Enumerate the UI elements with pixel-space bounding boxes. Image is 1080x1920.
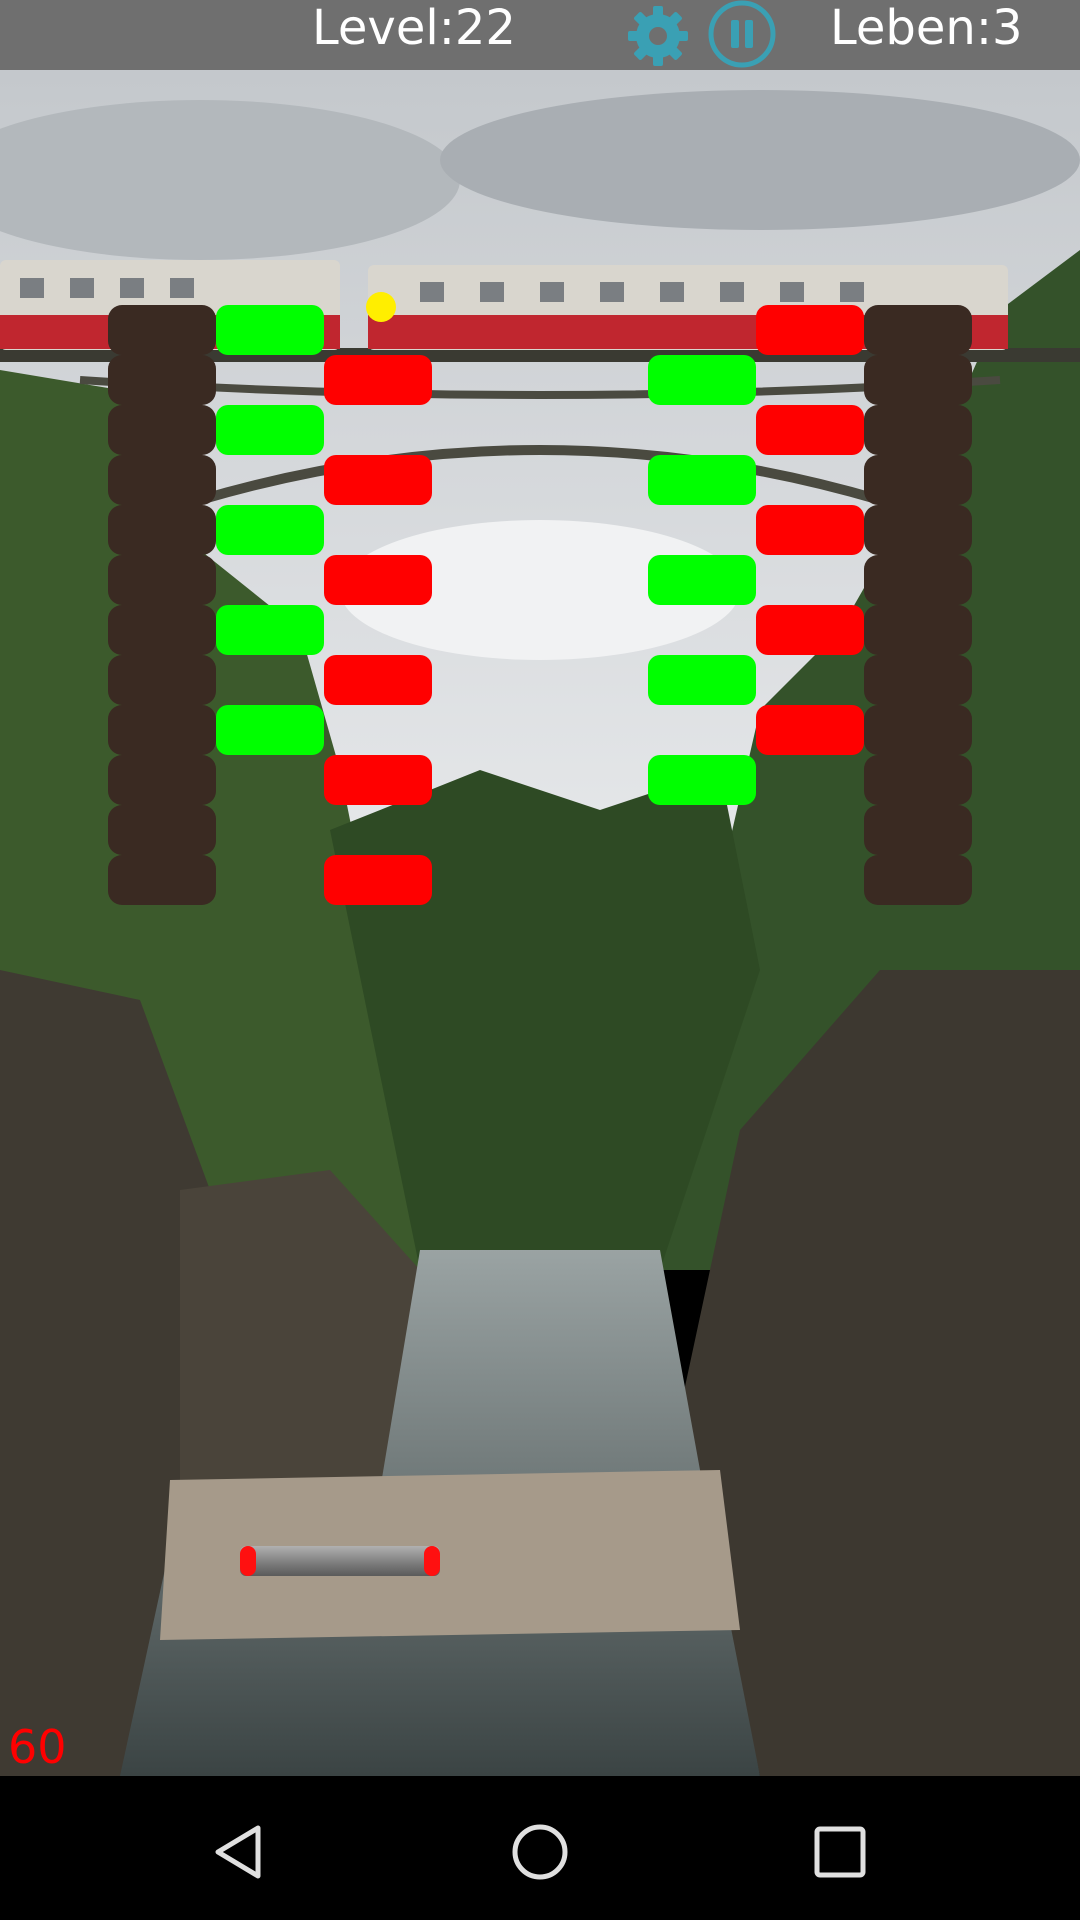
fps-counter: 60 [8, 1720, 67, 1774]
green-brick [216, 305, 324, 355]
red-brick [756, 605, 864, 655]
paddle-cap-right [424, 1546, 440, 1576]
red-brick [324, 755, 432, 805]
red-brick [756, 705, 864, 755]
lives-label: Leben:3 [830, 0, 1023, 56]
green-brick [648, 455, 756, 505]
red-brick [324, 355, 432, 405]
red-brick [756, 405, 864, 455]
system-navigation-bar [0, 1776, 1080, 1920]
red-brick [324, 555, 432, 605]
wall-brick [108, 305, 216, 355]
wall-brick [108, 855, 216, 905]
green-brick [216, 405, 324, 455]
green-brick [216, 505, 324, 555]
wall-brick [864, 755, 972, 805]
wall-brick [108, 605, 216, 655]
green-brick [648, 655, 756, 705]
home-icon[interactable] [500, 1812, 580, 1892]
wall-brick [108, 805, 216, 855]
red-brick [324, 655, 432, 705]
red-brick [756, 305, 864, 355]
wall-brick [108, 355, 216, 405]
wall-brick [864, 855, 972, 905]
ball [366, 292, 396, 322]
wall-brick [108, 405, 216, 455]
wall-brick [864, 505, 972, 555]
red-brick [756, 505, 864, 555]
wall-brick [108, 455, 216, 505]
wall-brick [108, 705, 216, 755]
wall-brick [108, 755, 216, 805]
wall-brick [864, 305, 972, 355]
red-brick [324, 855, 432, 905]
wall-brick [864, 455, 972, 505]
wall-brick [108, 505, 216, 555]
pause-icon[interactable] [706, 0, 778, 72]
green-brick [648, 555, 756, 605]
green-brick [648, 755, 756, 805]
wall-brick [864, 555, 972, 605]
green-brick [216, 605, 324, 655]
wall-brick [108, 555, 216, 605]
paddle[interactable] [240, 1546, 440, 1576]
level-label: Level:22 [312, 0, 516, 56]
recent-apps-icon[interactable] [800, 1812, 880, 1892]
wall-brick [864, 355, 972, 405]
wall-brick [864, 705, 972, 755]
wall-brick [864, 805, 972, 855]
gear-icon[interactable] [622, 0, 694, 72]
back-icon[interactable] [200, 1812, 280, 1892]
green-brick [216, 705, 324, 755]
red-brick [324, 455, 432, 505]
wall-brick [864, 405, 972, 455]
green-brick [648, 355, 756, 405]
wall-brick [108, 655, 216, 705]
top-hud-bar: Level:22 Leben:3 [0, 0, 1080, 70]
wall-brick [864, 655, 972, 705]
wall-brick [864, 605, 972, 655]
paddle-cap-left [240, 1546, 256, 1576]
